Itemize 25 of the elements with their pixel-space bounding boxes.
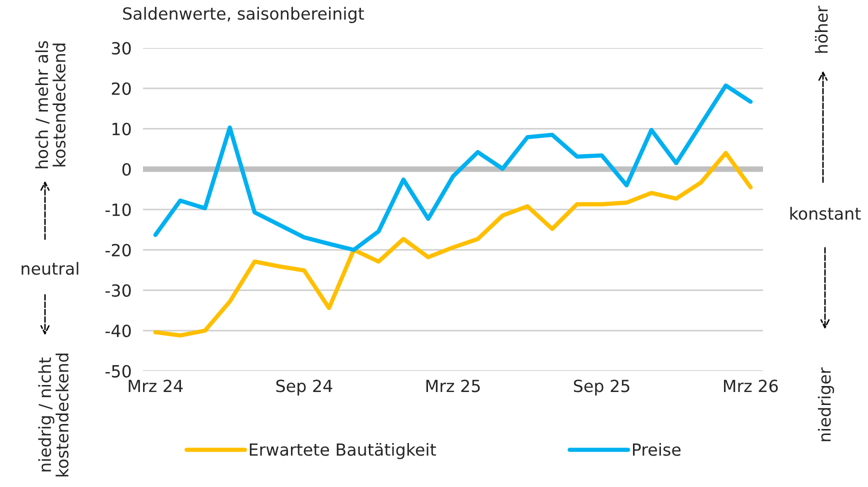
x-tick-label: Sep 24	[276, 380, 332, 396]
y-tick-label: 30	[112, 42, 131, 55]
text: konstant	[790, 206, 861, 220]
text: hoch / mehr als kostendeckend	[35, 41, 66, 168]
text: neutral	[22, 262, 78, 275]
line-series	[153, 83, 753, 252]
y-tick-label: 0	[122, 163, 131, 176]
x-tick-label: Mrz 25	[426, 380, 480, 392]
x-tick-label: Sep 25	[574, 380, 630, 396]
text: niedriger	[818, 367, 834, 442]
y-tick-label: -10	[105, 203, 131, 216]
y-tick-label: -50	[105, 364, 131, 378]
y-tick-label: -40	[105, 324, 131, 338]
text: höher	[814, 6, 828, 53]
y-tick-label: 10	[112, 122, 131, 136]
y-tick-label: 20	[112, 82, 131, 95]
y-tick-label: -30	[105, 284, 131, 297]
x-tick-label: Mrz 24	[128, 380, 183, 392]
legend-label: Erwartete Bautätigkeit	[250, 443, 436, 460]
y-tick-label: -20	[105, 244, 131, 256]
chart-subtitle: Saldenwerte, saisonbereinigt	[123, 6, 364, 24]
x-tick-label: Mrz 26	[724, 380, 778, 392]
legend-label: Preise	[633, 443, 681, 456]
text: niedrig / nicht kostendeckend	[38, 354, 69, 476]
line-series	[153, 150, 753, 338]
